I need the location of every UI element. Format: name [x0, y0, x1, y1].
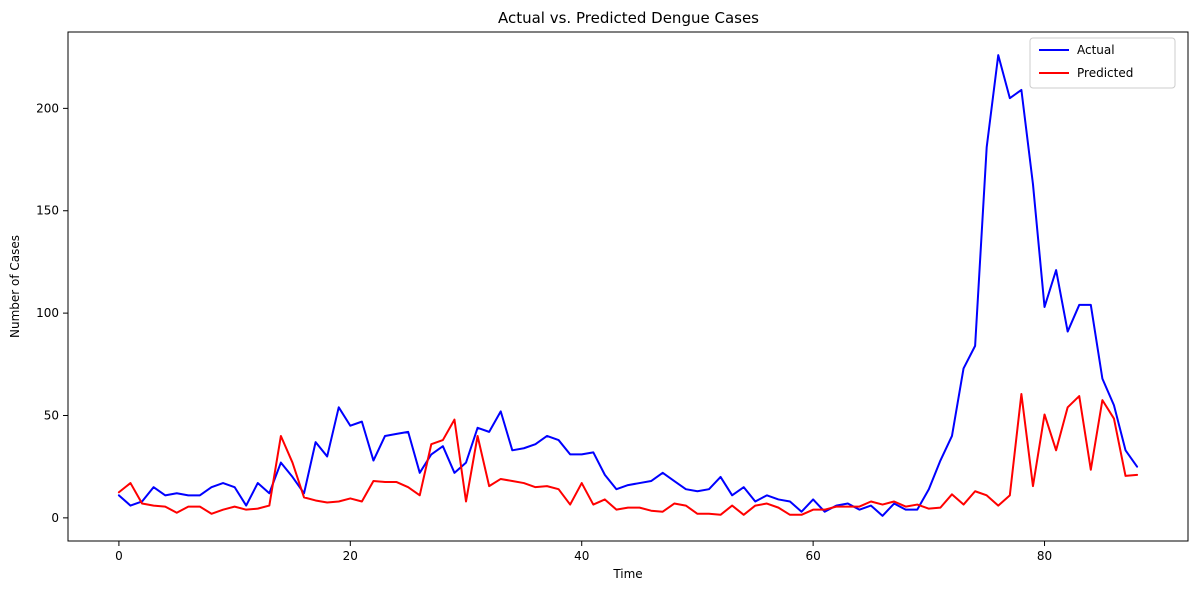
y-tick-label: 0: [51, 511, 59, 525]
legend-label-predicted: Predicted: [1077, 66, 1133, 80]
y-tick-label: 150: [36, 204, 59, 218]
series-lines: [117, 54, 1139, 517]
legend-label-actual: Actual: [1077, 43, 1115, 57]
x-tick-label: 80: [1037, 549, 1052, 563]
x-axis: 0 20 40 60 80: [115, 541, 1052, 563]
y-axis-label: Number of Cases: [8, 235, 22, 338]
chart-title: Actual vs. Predicted Dengue Cases: [498, 9, 759, 27]
series-line-predicted: [117, 392, 1139, 516]
x-tick-label: 0: [115, 549, 123, 563]
legend: Actual Predicted: [1029, 37, 1176, 89]
y-tick-label: 100: [36, 306, 59, 320]
y-axis: 0 50 100 150 200: [36, 101, 68, 525]
y-tick-label: 200: [36, 101, 59, 115]
x-tick-label: 40: [574, 549, 589, 563]
series-line-actual: [117, 54, 1139, 517]
y-tick-label: 50: [44, 408, 59, 422]
x-tick-label: 20: [343, 549, 358, 563]
plot-area-frame: [67, 31, 1189, 542]
x-tick-label: 60: [805, 549, 820, 563]
x-axis-label: Time: [612, 567, 642, 581]
